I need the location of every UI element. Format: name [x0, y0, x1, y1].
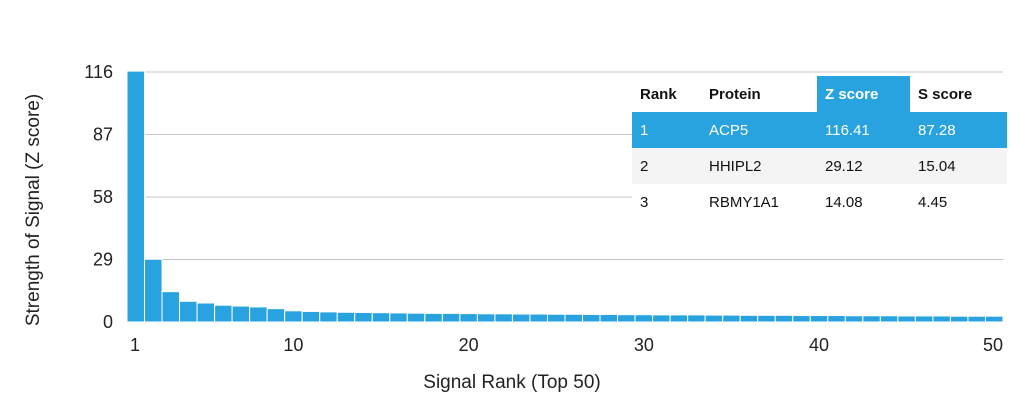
- y-tick-labels: 0 29 58 87 116: [84, 62, 113, 332]
- bar: [179, 300, 198, 323]
- bar: [214, 304, 233, 323]
- y-tick-label: 87: [93, 125, 113, 145]
- table-header-row: Rank Protein Z score S score: [632, 76, 1007, 112]
- bar: [967, 315, 986, 323]
- bar: [897, 315, 916, 323]
- bar: [617, 314, 636, 323]
- bar: [809, 315, 829, 323]
- y-tick-label: 29: [93, 250, 113, 270]
- x-tick-label: 30: [634, 335, 654, 355]
- cell-z-score: 29.12: [817, 148, 910, 184]
- table-row: 2 HHIPL2 29.12 15.04: [632, 148, 1007, 184]
- bar: [249, 306, 268, 323]
- bar: [459, 313, 478, 323]
- bar: [511, 313, 531, 323]
- bar: [196, 302, 216, 323]
- bar: [301, 310, 321, 323]
- x-tick-label: 1: [130, 335, 140, 355]
- header-z-score: Z score: [817, 76, 910, 112]
- bar: [582, 313, 601, 323]
- header-s-score: S score: [910, 76, 1007, 112]
- cell-protein: HHIPL2: [701, 148, 817, 184]
- bar: [652, 314, 671, 323]
- bar: [371, 312, 391, 323]
- bar: [441, 312, 461, 323]
- header-protein: Protein: [701, 76, 817, 112]
- bar: [634, 314, 654, 323]
- cell-protein: ACP5: [701, 112, 817, 148]
- cell-z-score: 14.08: [817, 184, 910, 220]
- bar: [424, 312, 443, 323]
- bar: [932, 315, 951, 323]
- bar: [757, 314, 776, 323]
- x-tick-label: 10: [283, 335, 303, 355]
- bar: [494, 313, 513, 323]
- top-proteins-table: Rank Protein Z score S score 1 ACP5 116.…: [632, 76, 1007, 220]
- top-proteins-table-container: Rank Protein Z score S score 1 ACP5 116.…: [632, 76, 1007, 220]
- bar: [126, 70, 146, 323]
- bar: [406, 312, 426, 323]
- bar: [284, 310, 303, 323]
- bar: [914, 315, 934, 323]
- bar: [949, 315, 969, 323]
- cell-s-score: 4.45: [910, 184, 1007, 220]
- bar: [844, 315, 864, 323]
- bar: [984, 315, 1004, 323]
- bar: [669, 314, 689, 323]
- bar: [827, 315, 846, 323]
- bar: [476, 313, 496, 323]
- bar: [266, 308, 286, 323]
- y-tick-label: 58: [93, 187, 113, 207]
- cell-rank: 2: [632, 148, 701, 184]
- bar: [739, 314, 759, 323]
- x-tick-label: 50: [983, 335, 1003, 355]
- cell-s-score: 15.04: [910, 148, 1007, 184]
- y-tick-label: 116: [84, 62, 113, 82]
- bars: [126, 70, 1004, 323]
- bar: [144, 258, 163, 323]
- bar: [599, 313, 619, 323]
- bar: [722, 314, 741, 323]
- bar: [231, 305, 251, 323]
- bar: [389, 312, 408, 323]
- bar: [564, 313, 584, 323]
- header-rank: Rank: [632, 76, 701, 112]
- y-tick-label: 0: [103, 312, 113, 332]
- cell-rank: 3: [632, 184, 701, 220]
- x-tick-labels: 1 10 20 30 40 50: [130, 335, 1003, 355]
- cell-rank: 1: [632, 112, 701, 148]
- bar: [862, 315, 881, 323]
- bar: [704, 314, 724, 323]
- bar: [529, 313, 548, 323]
- x-axis-title: Signal Rank (Top 50): [423, 372, 600, 393]
- bar: [879, 315, 899, 323]
- bar: [336, 311, 356, 323]
- bar: [319, 311, 338, 323]
- bar: [687, 314, 706, 323]
- bar: [774, 314, 794, 323]
- bar: [161, 291, 181, 323]
- bar: [792, 315, 811, 323]
- cell-s-score: 87.28: [910, 112, 1007, 148]
- cell-protein: RBMY1A1: [701, 184, 817, 220]
- x-tick-label: 40: [809, 335, 829, 355]
- table-row: 3 RBMY1A1 14.08 4.45: [632, 184, 1007, 220]
- bar: [354, 312, 373, 323]
- y-axis-title: Strength of Signal (Z score): [23, 94, 44, 326]
- cell-z-score: 116.41: [817, 112, 910, 148]
- x-tick-label: 20: [459, 335, 479, 355]
- bar: [546, 313, 566, 323]
- table-row: 1 ACP5 116.41 87.28: [632, 112, 1007, 148]
